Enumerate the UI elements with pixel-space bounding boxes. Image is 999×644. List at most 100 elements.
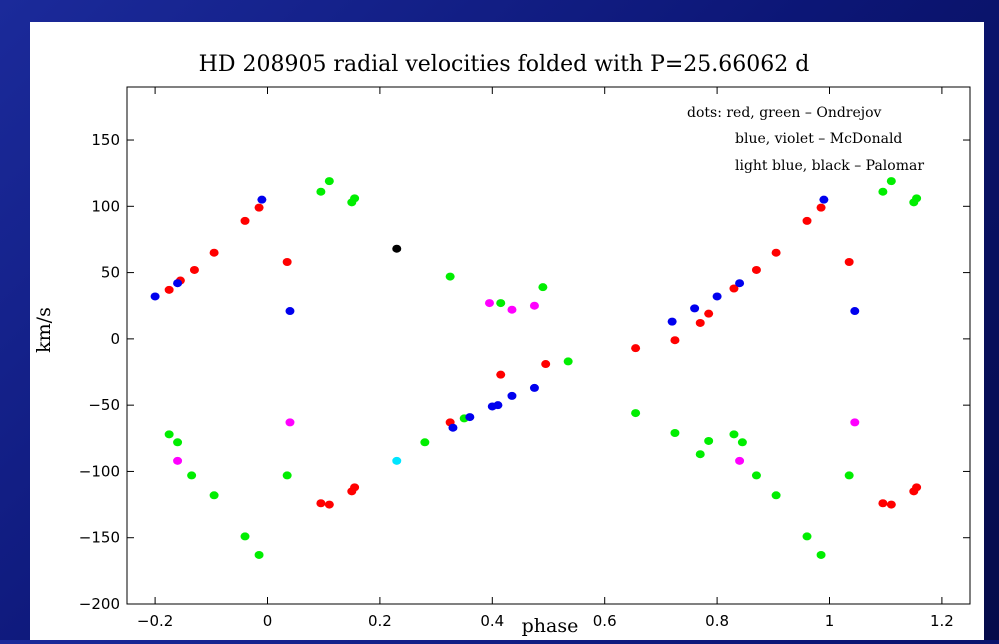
data-point (802, 216, 812, 225)
data-point (164, 430, 174, 439)
data-point (257, 195, 267, 204)
data-point (173, 456, 183, 465)
y-tick-label: −50 (88, 396, 120, 414)
data-point (886, 177, 896, 186)
data-point (850, 307, 860, 316)
data-point (529, 301, 539, 310)
data-point (729, 430, 739, 439)
data-point (254, 203, 264, 212)
data-point (173, 279, 183, 288)
data-point (392, 244, 402, 253)
data-point (285, 307, 295, 316)
data-point (493, 401, 503, 410)
y-axis-label: km/s (33, 307, 55, 353)
data-point (541, 360, 551, 369)
data-point (816, 203, 826, 212)
data-point (751, 265, 761, 274)
data-point (282, 257, 292, 266)
data-point (507, 305, 517, 314)
data-points (150, 177, 922, 559)
y-tick-label: 50 (101, 264, 120, 282)
data-point (173, 438, 183, 447)
chart-panel: HD 208905 radial velocities folded with … (30, 22, 984, 640)
data-point (420, 438, 430, 447)
data-point (316, 499, 326, 508)
data-point (819, 195, 829, 204)
data-point (209, 248, 219, 257)
data-point (529, 383, 539, 392)
data-point (254, 550, 264, 559)
x-tick-label: 0.2 (368, 612, 392, 630)
y-tick-label: −200 (79, 595, 120, 613)
data-point (282, 471, 292, 480)
y-tick-label: 100 (91, 197, 120, 215)
data-point (670, 428, 680, 437)
data-point (507, 391, 517, 400)
data-point (538, 283, 548, 292)
data-point (445, 272, 455, 281)
y-axis-ticks: −200 −150 −100 −50 0 50 100 150 (79, 131, 970, 613)
data-point (187, 471, 197, 480)
x-tick-label: 0.6 (593, 612, 617, 630)
radial-velocity-chart: HD 208905 radial velocities folded with … (33, 52, 971, 637)
y-tick-label: −150 (79, 529, 120, 547)
x-tick-label: 0.8 (705, 612, 729, 630)
data-point (850, 418, 860, 427)
data-point (729, 284, 739, 293)
data-point (164, 285, 174, 294)
data-point (912, 194, 922, 203)
data-point (886, 500, 896, 509)
data-point (912, 483, 922, 492)
data-point (285, 418, 295, 427)
legend-line-palomar: light blue, black – Palomar (735, 158, 924, 174)
legend-line-ondrejov: dots: red, green – Ondrejov (687, 105, 882, 121)
x-tick-label: 1.2 (930, 612, 954, 630)
data-point (448, 423, 458, 432)
data-point (631, 344, 641, 353)
x-axis-ticks: −0.2 0 0.2 0.4 0.6 0.8 1 1.2 (137, 87, 954, 630)
data-point (240, 532, 250, 541)
data-point (771, 248, 781, 257)
x-tick-label: −0.2 (137, 612, 173, 630)
data-point (209, 491, 219, 500)
data-point (324, 500, 334, 509)
data-point (695, 318, 705, 327)
data-point (816, 550, 826, 559)
data-point (704, 436, 714, 445)
x-axis-label: phase (522, 615, 579, 637)
data-point (704, 309, 714, 318)
data-point (496, 370, 506, 379)
x-tick-label: 1 (825, 612, 835, 630)
data-point (712, 292, 722, 301)
data-point (735, 279, 745, 288)
data-point (350, 194, 360, 203)
plot-frame (126, 86, 971, 605)
data-point (878, 499, 888, 508)
data-point (695, 450, 705, 459)
data-point (670, 336, 680, 345)
data-point (737, 438, 747, 447)
data-point (878, 187, 888, 196)
legend: dots: red, green – Ondrejov blue, violet… (687, 105, 924, 174)
data-point (150, 292, 160, 301)
data-point (240, 216, 250, 225)
data-point (324, 177, 334, 186)
data-point (316, 187, 326, 196)
x-tick-label: 0 (263, 612, 273, 630)
data-point (735, 456, 745, 465)
data-point (667, 317, 677, 326)
data-point (802, 532, 812, 541)
data-point (751, 471, 761, 480)
data-point (465, 413, 475, 422)
y-tick-label: 0 (110, 330, 120, 348)
data-point (189, 265, 199, 274)
data-point (563, 357, 573, 366)
y-tick-label: −100 (79, 462, 120, 480)
y-tick-label: 150 (91, 131, 120, 149)
data-point (844, 257, 854, 266)
legend-line-mcdonald: blue, violet – McDonald (735, 131, 902, 147)
data-point (690, 304, 700, 313)
data-point (350, 483, 360, 492)
data-point (771, 491, 781, 500)
data-point (844, 471, 854, 480)
